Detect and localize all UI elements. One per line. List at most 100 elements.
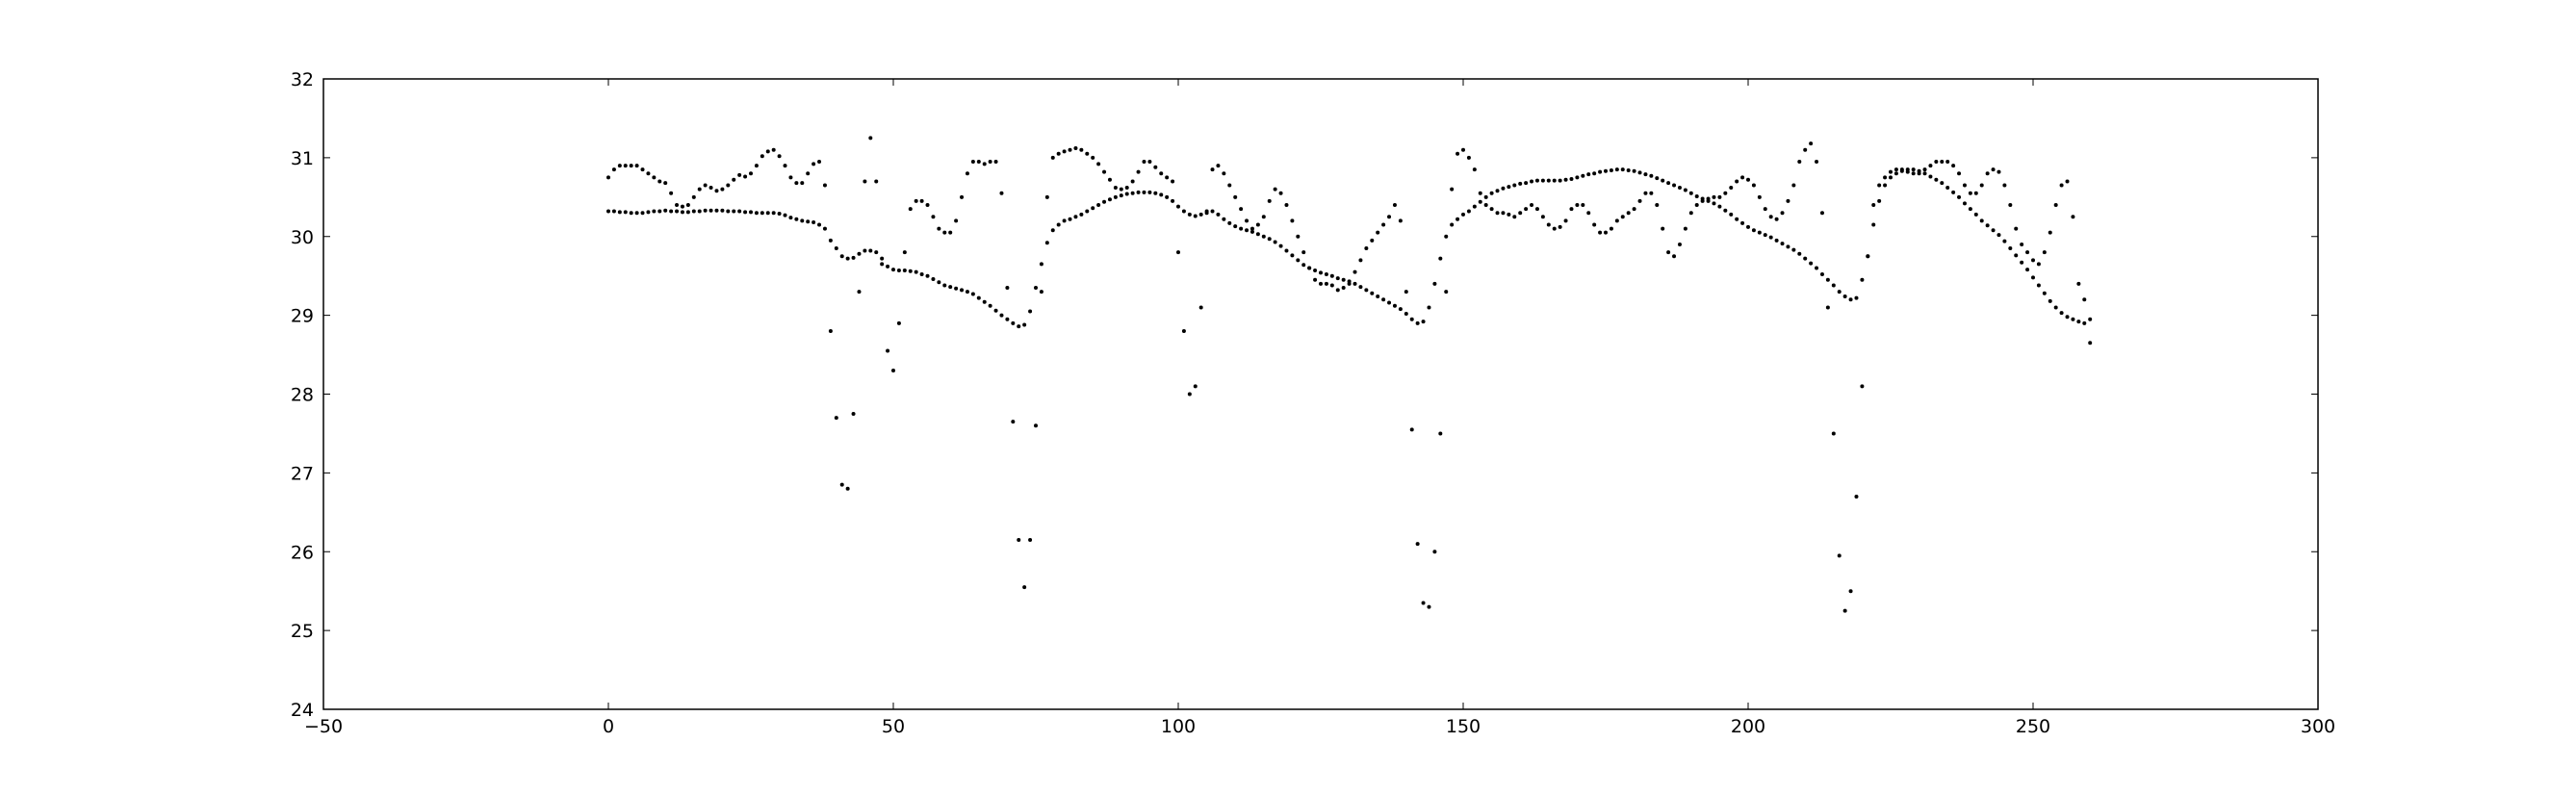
data-point xyxy=(1534,178,1539,183)
data-point xyxy=(1643,172,1648,177)
data-point xyxy=(937,280,941,285)
data-point xyxy=(1421,320,1426,324)
data-point xyxy=(1181,329,1186,333)
data-point xyxy=(771,147,776,152)
data-point xyxy=(1632,207,1636,212)
data-point xyxy=(1609,226,1613,231)
data-point xyxy=(1661,226,1665,231)
data-point xyxy=(2031,275,2035,280)
data-point xyxy=(1227,183,1232,188)
data-point xyxy=(669,191,674,195)
data-point xyxy=(1409,427,1414,432)
data-point xyxy=(965,171,969,176)
data-point xyxy=(1797,159,1802,164)
data-point xyxy=(749,210,753,215)
data-point xyxy=(1637,198,1642,203)
data-point xyxy=(1609,167,1613,172)
data-point xyxy=(1147,159,1152,164)
data-point xyxy=(1153,165,1158,169)
data-point xyxy=(1050,155,1055,160)
data-point xyxy=(1142,159,1146,164)
data-point xyxy=(1911,171,1916,176)
data-point xyxy=(2076,320,2081,324)
data-point xyxy=(2031,258,2035,263)
data-point xyxy=(1392,203,1397,207)
data-point xyxy=(1136,190,1141,194)
data-point xyxy=(1626,211,1631,216)
data-point xyxy=(1957,194,1962,199)
data-point xyxy=(663,181,668,186)
data-point xyxy=(765,211,770,216)
data-point xyxy=(999,191,1004,195)
data-point xyxy=(999,313,1004,318)
data-point xyxy=(1780,242,1785,246)
data-point xyxy=(891,368,895,372)
data-point xyxy=(1540,178,1545,183)
data-point xyxy=(657,179,662,184)
data-point xyxy=(1717,204,1722,209)
data-point xyxy=(1193,384,1198,389)
data-point xyxy=(652,175,657,180)
data-point xyxy=(1581,203,1585,207)
data-point xyxy=(743,210,748,215)
y-tick-label: 30 xyxy=(291,227,314,248)
data-point xyxy=(2071,215,2075,219)
data-point xyxy=(1791,183,1796,188)
data-point xyxy=(1267,198,1272,203)
x-tick-label: 50 xyxy=(882,716,905,737)
data-point xyxy=(2071,317,2075,321)
data-point xyxy=(851,411,856,416)
data-point xyxy=(1034,285,1038,290)
data-point xyxy=(1227,220,1232,225)
data-point xyxy=(754,211,759,216)
data-point xyxy=(1102,169,1107,174)
data-point xyxy=(1530,203,1534,207)
data-point xyxy=(988,159,992,164)
data-point xyxy=(1672,254,1677,259)
data-point xyxy=(970,159,975,164)
data-point xyxy=(891,268,895,272)
data-point xyxy=(1518,181,1523,186)
x-tick-label: 100 xyxy=(1161,716,1196,737)
data-point xyxy=(1666,181,1671,186)
data-point xyxy=(1313,277,1318,282)
data-point xyxy=(629,164,633,168)
data-point xyxy=(1255,232,1260,237)
data-point xyxy=(788,216,793,220)
data-point xyxy=(886,264,890,269)
data-point xyxy=(634,211,639,216)
data-point xyxy=(2008,203,2013,207)
data-point xyxy=(1239,207,1244,212)
data-point xyxy=(1176,204,1180,209)
data-point xyxy=(697,209,702,214)
data-point xyxy=(880,262,885,267)
data-point xyxy=(1626,167,1631,172)
data-point xyxy=(822,226,827,231)
data-point xyxy=(1455,217,1460,221)
data-point xyxy=(1803,147,1808,152)
data-point xyxy=(1928,174,1933,179)
data-point xyxy=(1245,228,1249,233)
data-point xyxy=(1848,297,1853,302)
data-point xyxy=(1592,171,1597,176)
data-point xyxy=(1786,244,1790,249)
data-point xyxy=(1512,183,1517,188)
data-point xyxy=(783,213,787,218)
data-point xyxy=(1842,608,1847,613)
data-point xyxy=(1284,248,1289,253)
data-point xyxy=(1489,191,1494,195)
data-point xyxy=(760,211,764,216)
data-point xyxy=(1723,208,1728,213)
data-point xyxy=(726,183,731,188)
data-point xyxy=(1278,243,1283,248)
data-point xyxy=(1017,537,1021,542)
data-point xyxy=(1934,159,1939,164)
data-point xyxy=(1352,281,1357,286)
data-point xyxy=(1586,172,1591,177)
data-point xyxy=(1757,230,1762,235)
data-point xyxy=(1085,151,1090,156)
data-point xyxy=(1329,273,1334,278)
data-point xyxy=(1278,191,1283,195)
data-point xyxy=(1501,211,1506,216)
